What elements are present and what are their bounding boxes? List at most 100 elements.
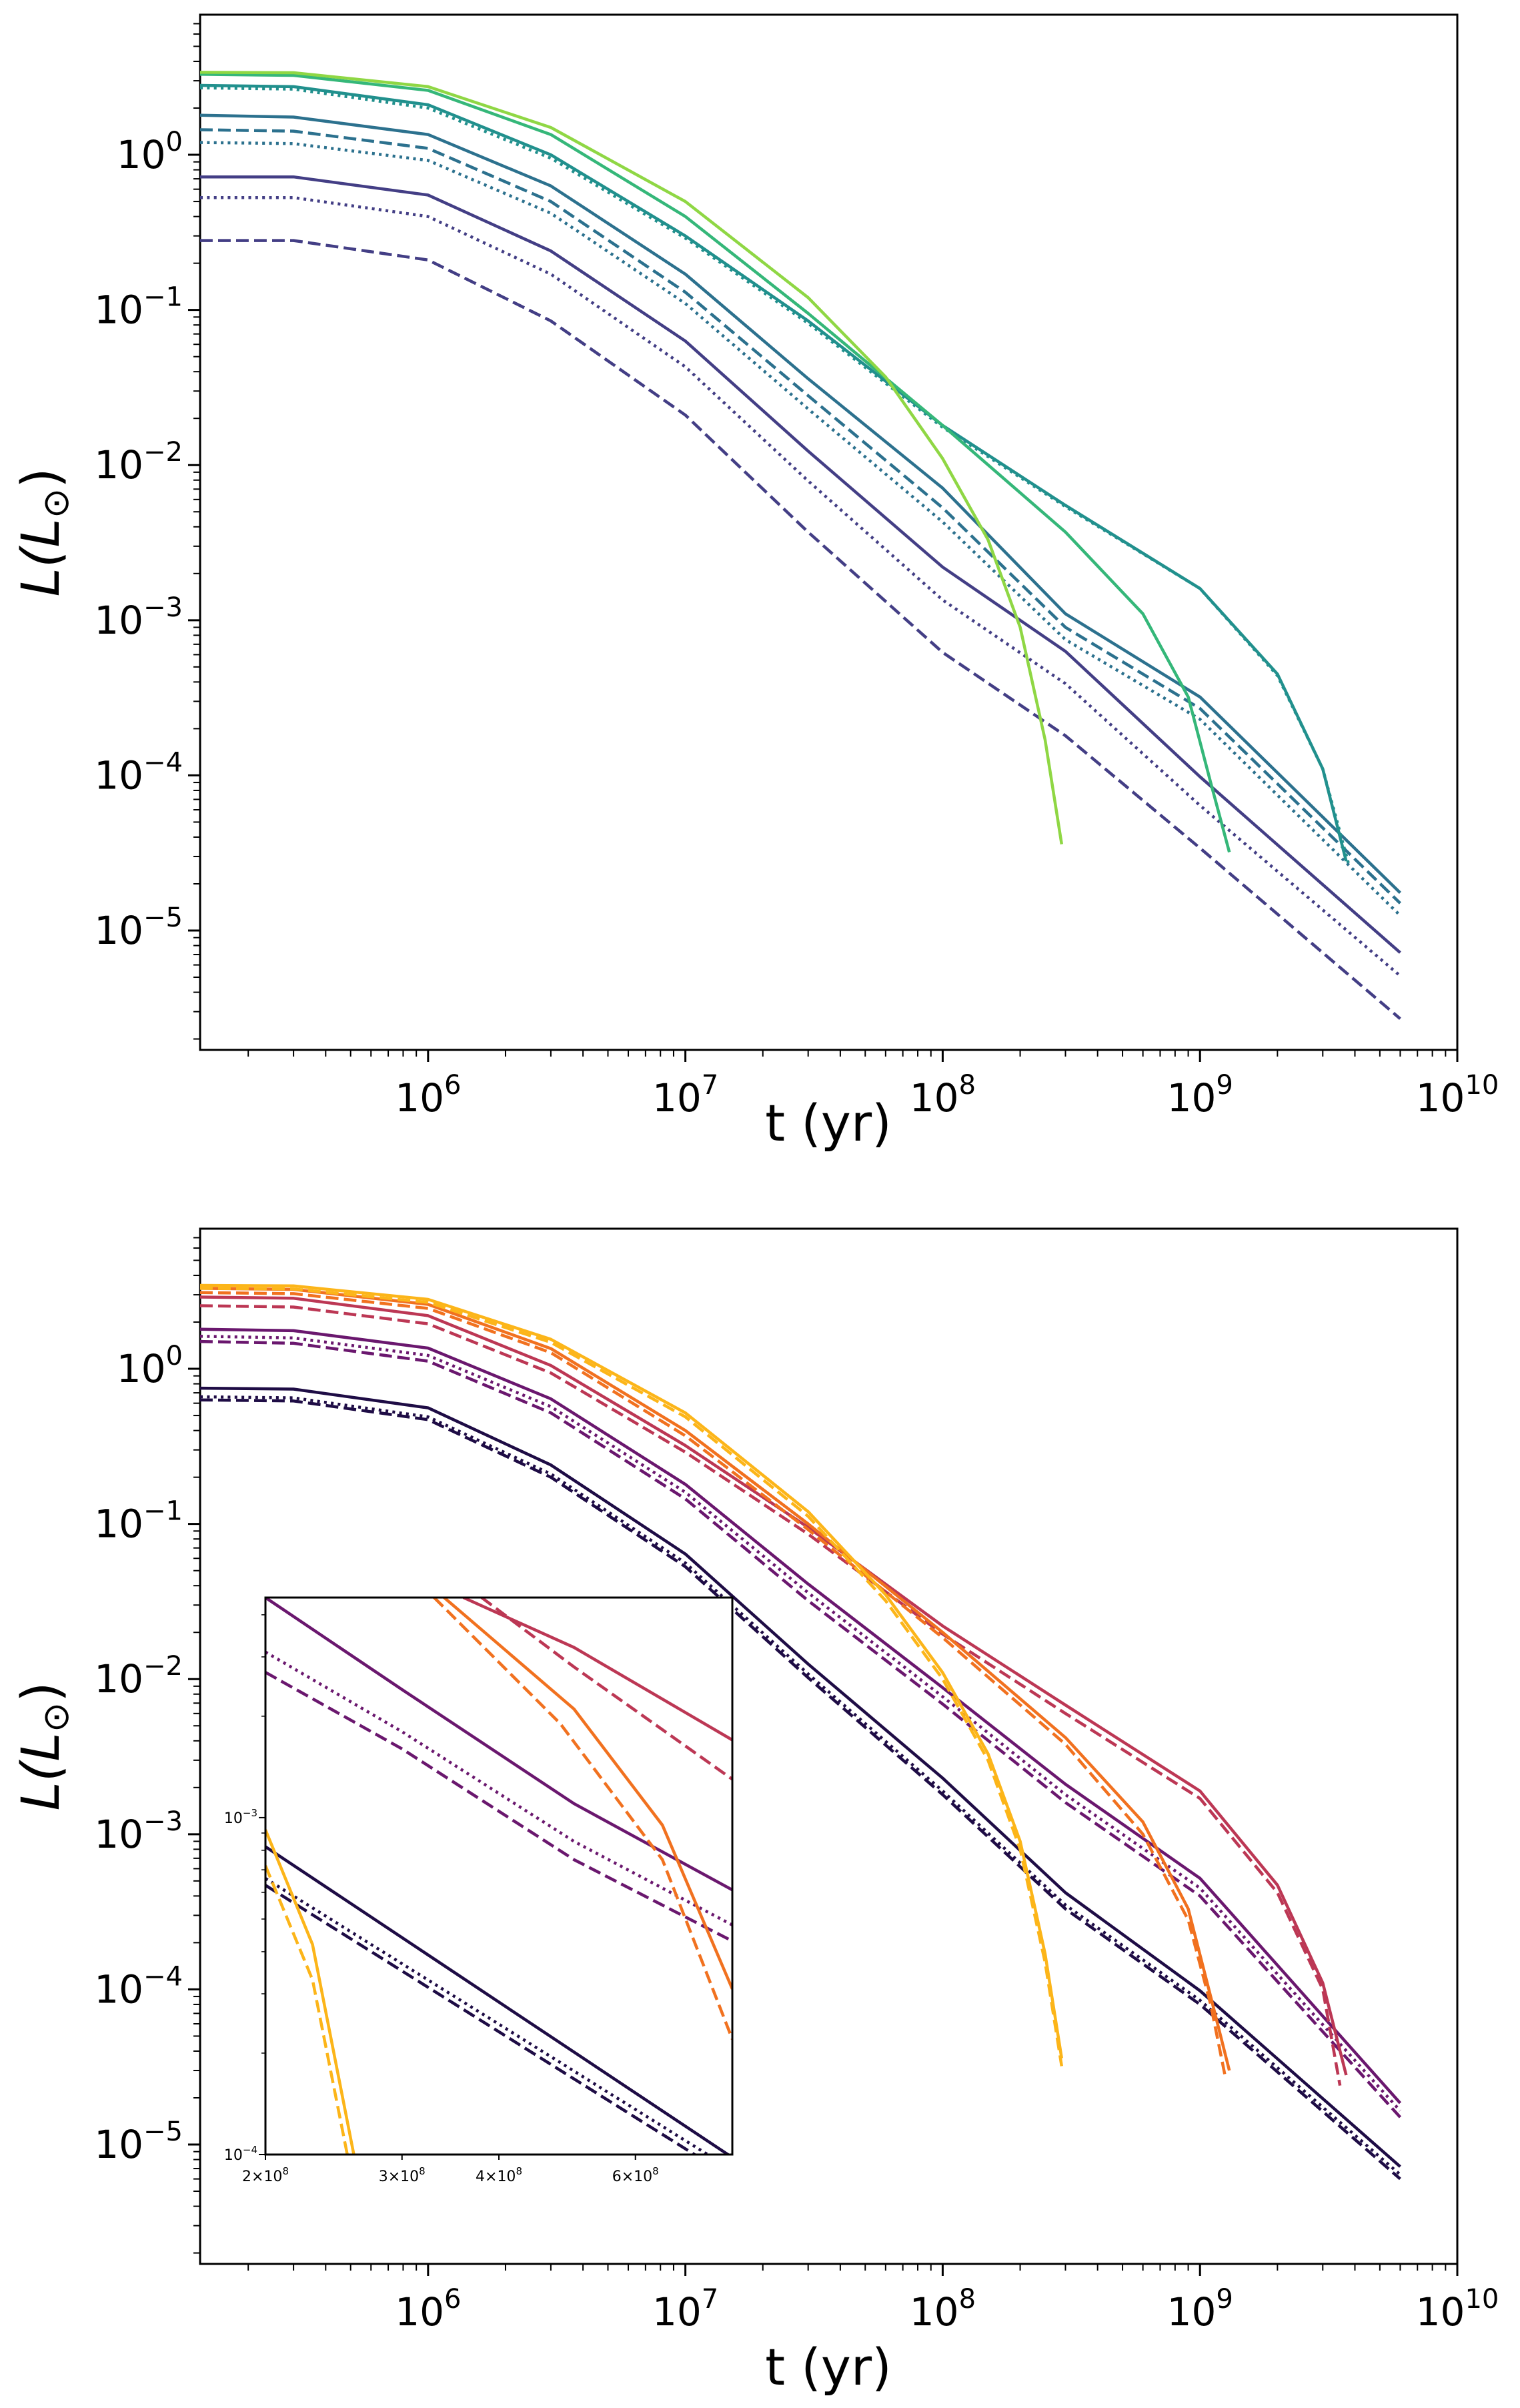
x-tick-exponent: 10 (1465, 2284, 1499, 2315)
x-tick-label: 108 (910, 1070, 976, 1121)
y-tick-label: 100 (117, 1341, 183, 1391)
y-tick-base: 10 (94, 442, 143, 488)
top-y-label-main: L(L (11, 518, 71, 596)
y-tick-exponent: −4 (143, 747, 183, 778)
inset-series-line-0.5-solid (265, 1845, 731, 2155)
y-tick-base: 10 (94, 1656, 143, 1702)
y-tick-exponent: −2 (143, 437, 183, 468)
x-tick-label: 106 (395, 2284, 461, 2335)
inset-series-line-1.4-solid (265, 1829, 355, 2155)
inset-x-tick-times: × (388, 2169, 400, 2185)
inset-y-tick-label: 10−3 (224, 1807, 257, 1827)
x-tick-label: 106 (395, 1070, 461, 1121)
inset-series-line-1.2-dashed (433, 1598, 732, 2040)
inset-x-tick-times: × (251, 2169, 263, 2185)
y-tick-base: 10 (117, 132, 166, 177)
y-tick-exponent: −3 (143, 1806, 183, 1837)
y-tick-base: 10 (94, 908, 143, 953)
series-line-1.4-solid (199, 1283, 1064, 2058)
inset-y-tick-base: 10 (224, 1810, 243, 1827)
x-tick-exponent: 9 (1216, 1070, 1233, 1101)
y-tick-exponent: −5 (143, 902, 183, 933)
y-tick-label: 10−4 (94, 747, 183, 798)
x-tick-exponent: 10 (1465, 1070, 1499, 1101)
inset-series-line-1.4-dashed (265, 1865, 349, 2155)
series-line-0.8-dotted (199, 141, 1401, 917)
inset-x-tick-label: 6×108 (612, 2165, 659, 2185)
inset-x-tick-exponent: 8 (516, 2165, 522, 2177)
top-x-axis-title: t (yr) (765, 1093, 891, 1153)
inset-x-tick-times: × (485, 2169, 497, 2185)
inset-x-tick-label: 3×108 (379, 2165, 426, 2185)
inset-series-layer (265, 1598, 732, 2155)
bottom-x-axis-title: t (yr) (765, 2337, 891, 2397)
series-line-0.5-dashed (200, 239, 1401, 1021)
y-tick-label: 10−5 (94, 2117, 183, 2167)
bottom-y-label-suffix: ) (11, 1682, 71, 1702)
y-tick-exponent: 0 (166, 127, 183, 157)
x-tick-base: 10 (1416, 1075, 1465, 1121)
x-tick-exponent: 7 (702, 2284, 718, 2315)
inset-y-tick-exponent: −4 (243, 2144, 257, 2156)
y-tick-base: 10 (94, 1501, 143, 1547)
top-series-layer (199, 71, 1401, 1021)
bottom-panel: 106 107 108 109 101010010−110−210−310−410−5 … (11, 1227, 1499, 2397)
y-tick-label: 10−2 (94, 437, 183, 488)
y-tick-label: 10−4 (94, 1961, 183, 2012)
inset-series-line-0.5-dotted (265, 1877, 711, 2155)
inset-series-line-1.0-solid (462, 1598, 732, 1742)
x-tick-base: 10 (1416, 2289, 1465, 2335)
inset-x-tick-label: 2×108 (242, 2165, 289, 2185)
x-tick-base: 10 (1167, 2289, 1217, 2335)
x-tick-exponent: 9 (1216, 2284, 1233, 2315)
x-tick-label: 107 (652, 2284, 718, 2335)
x-tick-base: 10 (652, 2289, 702, 2335)
inset-series-line-1.2-solid (443, 1598, 732, 1990)
top-plot-frame (199, 13, 1459, 1051)
x-tick-exponent: 6 (444, 1070, 461, 1101)
y-tick-label: 10−5 (94, 902, 183, 953)
inset-x-tick-mantissa: 4 (476, 2169, 485, 2185)
inset-x-tick-exponent: 8 (419, 2165, 426, 2177)
series-line-0.5-solid (199, 1386, 1401, 2168)
y-tick-base: 10 (117, 1346, 166, 1391)
y-tick-base: 10 (94, 1812, 143, 1857)
series-line-1.0-solid (199, 83, 1348, 862)
y-tick-label: 10−2 (94, 1651, 183, 1702)
inset-y-tick-base: 10 (224, 2147, 243, 2164)
inset-frame (264, 1596, 734, 2156)
y-tick-exponent: −1 (143, 282, 183, 313)
bottom-plot-frame (199, 1227, 1459, 2265)
inset-series-line-0.5-dashed (265, 1884, 698, 2155)
x-tick-exponent: 8 (959, 2284, 976, 2315)
series-line-0.8-dashed (199, 128, 1401, 905)
top-y-label-sub: ⊙ (35, 488, 77, 518)
inset-x-tick-exponent: 8 (652, 2165, 659, 2177)
x-tick-label: 1010 (1416, 2284, 1499, 2335)
x-tick-label: 108 (910, 2284, 976, 2335)
inset-y-tick-label: 10−4 (224, 2144, 257, 2164)
y-tick-label: 10−3 (94, 1806, 183, 1857)
series-line-0.5-dotted (199, 1395, 1401, 2176)
x-tick-base: 10 (395, 2289, 444, 2335)
inset-x-tick-base: 10 (497, 2169, 516, 2185)
inset-background (265, 1598, 732, 2155)
series-line-0.5-dotted (200, 195, 1401, 977)
bottom-y-label-sub: ⊙ (35, 1702, 77, 1732)
x-tick-base: 10 (395, 1075, 444, 1121)
y-tick-base: 10 (94, 2122, 143, 2167)
series-line-1.4-solid (199, 71, 1064, 844)
y-tick-label: 10−1 (94, 1496, 183, 1547)
y-tick-exponent: 0 (166, 1341, 183, 1371)
y-tick-exponent: −2 (143, 1651, 183, 1682)
x-tick-label: 109 (1167, 1070, 1233, 1121)
series-line-1.2-solid (199, 73, 1231, 853)
x-tick-base: 10 (1167, 1075, 1217, 1121)
x-tick-base: 10 (652, 1075, 702, 1121)
inset-x-tick-base: 10 (634, 2169, 652, 2185)
series-line-0.8-solid (199, 113, 1401, 894)
